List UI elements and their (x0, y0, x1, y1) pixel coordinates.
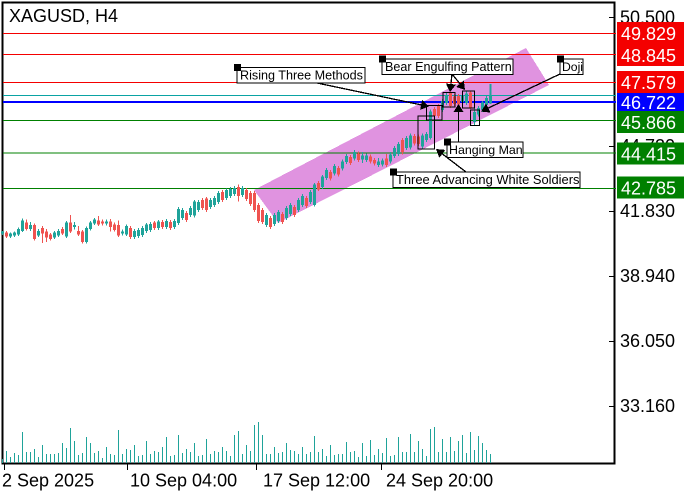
svg-text:33.160: 33.160 (620, 396, 675, 416)
svg-text:Rising Three Methods: Rising Three Methods (240, 69, 363, 83)
svg-text:24 Sep 20:00: 24 Sep 20:00 (386, 471, 493, 491)
svg-text:48.845: 48.845 (621, 46, 676, 66)
svg-text:Hanging Man: Hanging Man (449, 143, 523, 157)
svg-text:38.940: 38.940 (620, 266, 675, 286)
svg-text:2 Sep 2025: 2 Sep 2025 (2, 471, 94, 491)
svg-text:36.050: 36.050 (620, 331, 675, 351)
svg-text:XAGUSD, H4: XAGUSD, H4 (9, 6, 118, 26)
svg-text:Three Advancing White Soldiers: Three Advancing White Soldiers (396, 172, 579, 187)
svg-text:17 Sep 12:00: 17 Sep 12:00 (263, 471, 370, 491)
svg-text:45.866: 45.866 (621, 113, 676, 133)
svg-text:46.722: 46.722 (621, 93, 676, 113)
svg-text:42.785: 42.785 (621, 179, 676, 199)
svg-text:Bear Engulfing Pattern: Bear Engulfing Pattern (385, 60, 512, 74)
svg-text:49.829: 49.829 (621, 24, 676, 44)
svg-text:Doji: Doji (562, 60, 583, 74)
svg-text:47.579: 47.579 (621, 73, 676, 93)
svg-text:10 Sep 04:00: 10 Sep 04:00 (130, 471, 237, 491)
svg-text:41.830: 41.830 (620, 201, 675, 221)
svg-text:44.415: 44.415 (621, 145, 676, 165)
